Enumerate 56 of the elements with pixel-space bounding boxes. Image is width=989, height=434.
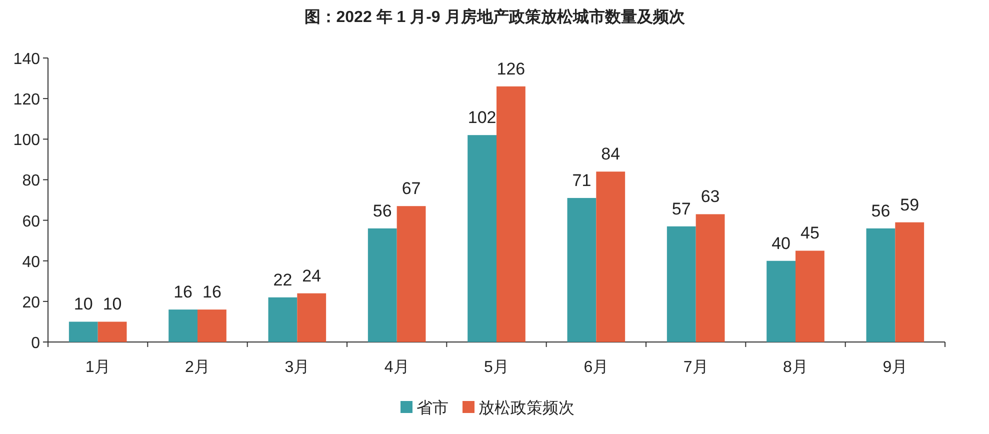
data-label: 24 bbox=[302, 266, 322, 286]
legend-label: 放松政策频次 bbox=[478, 399, 574, 417]
data-label: 56 bbox=[871, 201, 890, 220]
bar bbox=[368, 228, 397, 342]
x-tick-label: 7月 bbox=[683, 359, 708, 376]
data-label: 10 bbox=[74, 294, 93, 314]
y-tick-label: 0 bbox=[31, 335, 40, 352]
bar bbox=[766, 260, 796, 342]
data-label: 102 bbox=[468, 108, 496, 128]
bar bbox=[396, 206, 426, 342]
y-tick-label: 20 bbox=[22, 294, 40, 312]
bar bbox=[198, 310, 226, 342]
data-label: 40 bbox=[772, 234, 791, 253]
bar bbox=[796, 250, 824, 342]
y-tick-label: 80 bbox=[22, 172, 40, 190]
bar bbox=[596, 172, 626, 342]
y-tick-label: 100 bbox=[13, 132, 40, 150]
bar bbox=[98, 322, 127, 342]
data-label: 126 bbox=[496, 59, 526, 78]
data-label: 45 bbox=[800, 224, 820, 243]
y-tick-label: 60 bbox=[22, 213, 40, 230]
y-tick-label: 40 bbox=[22, 254, 40, 271]
bar bbox=[268, 297, 298, 342]
data-label: 67 bbox=[402, 179, 421, 198]
data-label: 59 bbox=[900, 195, 920, 214]
data-label: 56 bbox=[372, 201, 392, 220]
bar bbox=[496, 86, 526, 342]
data-label: 84 bbox=[601, 144, 620, 164]
x-tick-label: 1月 bbox=[85, 359, 110, 376]
data-label: 22 bbox=[273, 270, 292, 290]
x-tick-label: 8月 bbox=[783, 359, 808, 376]
data-label: 10 bbox=[102, 294, 122, 314]
x-tick-label: 6月 bbox=[584, 359, 609, 376]
bar bbox=[567, 198, 596, 342]
bar bbox=[297, 293, 326, 342]
x-tick-label: 2月 bbox=[185, 359, 210, 376]
legend-label: 省市 bbox=[416, 399, 448, 417]
bar bbox=[666, 226, 696, 342]
data-label: 57 bbox=[672, 199, 691, 218]
bar bbox=[696, 214, 725, 342]
bar bbox=[866, 228, 896, 342]
bar bbox=[468, 135, 496, 342]
y-tick-label: 120 bbox=[13, 92, 40, 109]
x-tick-label: 4月 bbox=[384, 359, 410, 376]
bar bbox=[895, 222, 924, 342]
data-label: 71 bbox=[572, 170, 592, 190]
data-label: 16 bbox=[202, 282, 222, 302]
x-tick-label: 3月 bbox=[284, 359, 310, 376]
x-tick-label: 5月 bbox=[484, 359, 509, 376]
chart-title: 图：2022 年 1 月-9 月房地产政策放松城市数量及频次 bbox=[304, 7, 686, 26]
bar bbox=[68, 322, 98, 342]
bar bbox=[168, 310, 198, 342]
x-tick-label: 9月 bbox=[882, 359, 908, 376]
data-label: 16 bbox=[174, 282, 193, 302]
y-tick-label: 140 bbox=[13, 51, 40, 68]
data-label: 63 bbox=[700, 187, 720, 206]
